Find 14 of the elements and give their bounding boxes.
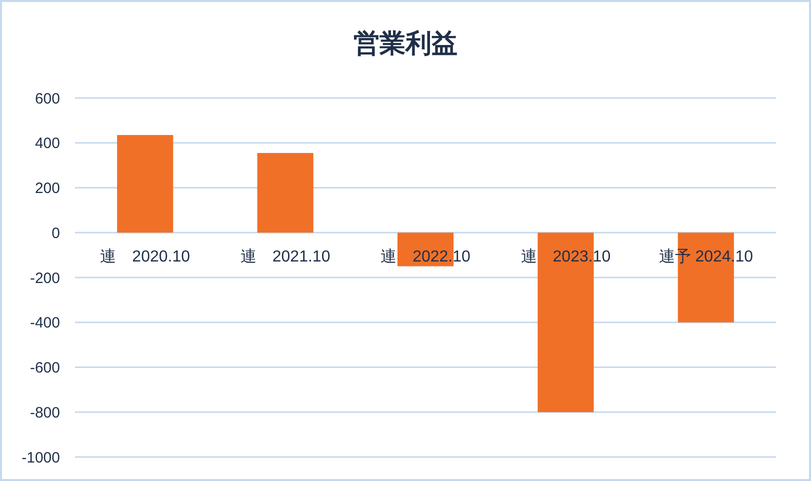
chart-title: 営業利益 xyxy=(354,28,458,58)
y-tick-label: -800 xyxy=(30,404,60,422)
y-tick-label: -200 xyxy=(30,270,60,287)
y-tick-label: 0 xyxy=(52,224,60,242)
x-tick-label: 連 2021.10 xyxy=(240,248,330,266)
y-tick-label: 400 xyxy=(34,135,60,152)
bar xyxy=(117,135,174,233)
x-tick-label: 連 2020.10 xyxy=(100,248,190,266)
y-tick-label: -400 xyxy=(30,314,60,332)
y-tick-label: 600 xyxy=(34,90,60,108)
y-tick-label: -1000 xyxy=(22,449,60,466)
bar xyxy=(257,152,314,233)
y-tick-label: -600 xyxy=(30,360,60,376)
y-tick-label: 200 xyxy=(34,180,60,197)
